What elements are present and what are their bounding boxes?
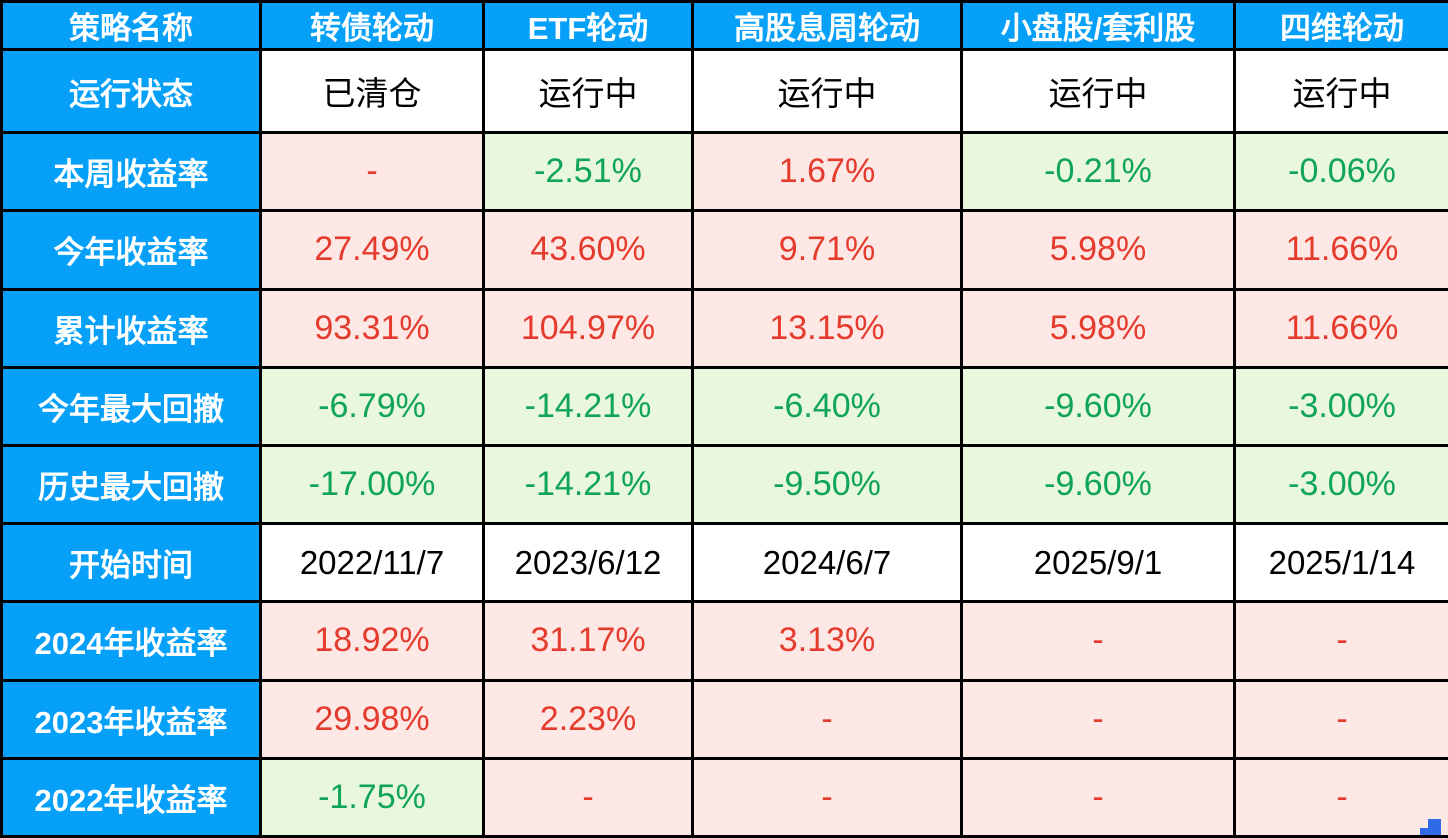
- table-row: 2023年收益率 29.98% 2.23% - - -: [0, 678, 1448, 760]
- table-cell[interactable]: -: [1233, 756, 1448, 838]
- header-row: 策略名称 转债轮动 ETF轮动 高股息周轮动 小盘股/套利股 四维轮动: [0, 0, 1448, 51]
- table-cell[interactable]: -: [960, 756, 1236, 838]
- table-cell[interactable]: -14.21%: [482, 443, 694, 526]
- table-cell[interactable]: -0.06%: [1233, 131, 1448, 213]
- table-cell[interactable]: 运行中: [960, 47, 1236, 135]
- table-cell[interactable]: 43.60%: [482, 209, 694, 291]
- table-row: 2024年收益率 18.92% 31.17% 3.13% - -: [0, 600, 1448, 682]
- table-cell[interactable]: 5.98%: [960, 209, 1236, 291]
- table-cell[interactable]: 2025/1/14: [1233, 522, 1448, 604]
- table-cell[interactable]: 29.98%: [259, 678, 485, 760]
- table-cell[interactable]: 已清仓: [259, 47, 485, 135]
- table-row: 今年收益率 27.49% 43.60% 9.71% 5.98% 11.66%: [0, 209, 1448, 291]
- table-cell[interactable]: 2025/9/1: [960, 522, 1236, 604]
- selection-handle-grip: [1428, 819, 1441, 835]
- table-cell[interactable]: 11.66%: [1233, 209, 1448, 291]
- row-label[interactable]: 运行状态: [0, 47, 262, 135]
- row-label[interactable]: 2024年收益率: [0, 600, 262, 682]
- row-label[interactable]: 2023年收益率: [0, 678, 262, 760]
- column-header[interactable]: 高股息周轮动: [691, 0, 963, 51]
- table-cell[interactable]: 1.67%: [691, 131, 963, 213]
- table-row: 运行状态 已清仓 运行中 运行中 运行中 运行中: [0, 47, 1448, 135]
- table-row: 历史最大回撤 -17.00% -14.21% -9.50% -9.60% -3.00%: [0, 443, 1448, 526]
- corner-cell-strategy-name[interactable]: 策略名称: [0, 0, 262, 51]
- table-cell[interactable]: -14.21%: [482, 365, 694, 447]
- table-cell[interactable]: 2.23%: [482, 678, 694, 760]
- table-cell[interactable]: -2.51%: [482, 131, 694, 213]
- table-cell[interactable]: 3.13%: [691, 600, 963, 682]
- table-body: 运行状态 已清仓 运行中 运行中 运行中 运行中 本周收益率 - -2.51% 1.67% -0.2…: [0, 47, 1448, 838]
- table-cell[interactable]: 93.31%: [259, 287, 485, 369]
- table-cell[interactable]: 运行中: [1233, 47, 1448, 135]
- table-cell[interactable]: -3.00%: [1233, 443, 1448, 526]
- table-cell[interactable]: -9.50%: [691, 443, 963, 526]
- column-header[interactable]: 小盘股/套利股: [960, 0, 1236, 51]
- table-cell[interactable]: -9.60%: [960, 443, 1236, 526]
- table-cell[interactable]: -1.75%: [259, 756, 485, 838]
- table-row: 2022年收益率 -1.75% - - - -: [0, 756, 1448, 838]
- table-cell[interactable]: -6.79%: [259, 365, 485, 447]
- table-cell[interactable]: -: [482, 756, 694, 838]
- table-cell[interactable]: 2023/6/12: [482, 522, 694, 604]
- table-cell[interactable]: -6.40%: [691, 365, 963, 447]
- table-row: 开始时间 2022/11/7 2023/6/12 2024/6/7 2025/9/1 20…: [0, 522, 1448, 604]
- table-row: 今年最大回撤 -6.79% -14.21% -6.40% -9.60% -3.00%: [0, 365, 1448, 447]
- table-cell[interactable]: 运行中: [691, 47, 963, 135]
- table-cell[interactable]: -17.00%: [259, 443, 485, 526]
- row-label[interactable]: 今年最大回撤: [0, 365, 262, 447]
- table-cell[interactable]: 5.98%: [960, 287, 1236, 369]
- column-header[interactable]: 四维轮动: [1233, 0, 1448, 51]
- table-cell[interactable]: -: [960, 678, 1236, 760]
- table-cell[interactable]: 9.71%: [691, 209, 963, 291]
- table-cell[interactable]: 18.92%: [259, 600, 485, 682]
- table-cell[interactable]: -: [1233, 600, 1448, 682]
- row-label[interactable]: 累计收益率: [0, 287, 262, 369]
- table-cell[interactable]: 31.17%: [482, 600, 694, 682]
- table-cell[interactable]: 运行中: [482, 47, 694, 135]
- table-cell[interactable]: 27.49%: [259, 209, 485, 291]
- table-cell[interactable]: -: [259, 131, 485, 213]
- table-cell[interactable]: -: [691, 678, 963, 760]
- table-cell[interactable]: -3.00%: [1233, 365, 1448, 447]
- row-label[interactable]: 本周收益率: [0, 131, 262, 213]
- table-cell[interactable]: -9.60%: [960, 365, 1236, 447]
- table-cell[interactable]: -: [691, 756, 963, 838]
- row-label[interactable]: 开始时间: [0, 522, 262, 604]
- column-header[interactable]: 转债轮动: [259, 0, 485, 51]
- row-label[interactable]: 今年收益率: [0, 209, 262, 291]
- row-label[interactable]: 2022年收益率: [0, 756, 262, 838]
- table-cell[interactable]: 13.15%: [691, 287, 963, 369]
- table-cell[interactable]: -: [960, 600, 1236, 682]
- table-cell[interactable]: 11.66%: [1233, 287, 1448, 369]
- table-cell[interactable]: 2022/11/7: [259, 522, 485, 604]
- table-cell[interactable]: -0.21%: [960, 131, 1236, 213]
- table-cell[interactable]: 104.97%: [482, 287, 694, 369]
- table-row: 累计收益率 93.31% 104.97% 13.15% 5.98% 11.66%: [0, 287, 1448, 369]
- table-cell[interactable]: -: [1233, 678, 1448, 760]
- table-cell[interactable]: 2024/6/7: [691, 522, 963, 604]
- table-row: 本周收益率 - -2.51% 1.67% -0.21% -0.06%: [0, 131, 1448, 213]
- row-label[interactable]: 历史最大回撤: [0, 443, 262, 526]
- column-header[interactable]: ETF轮动: [482, 0, 694, 51]
